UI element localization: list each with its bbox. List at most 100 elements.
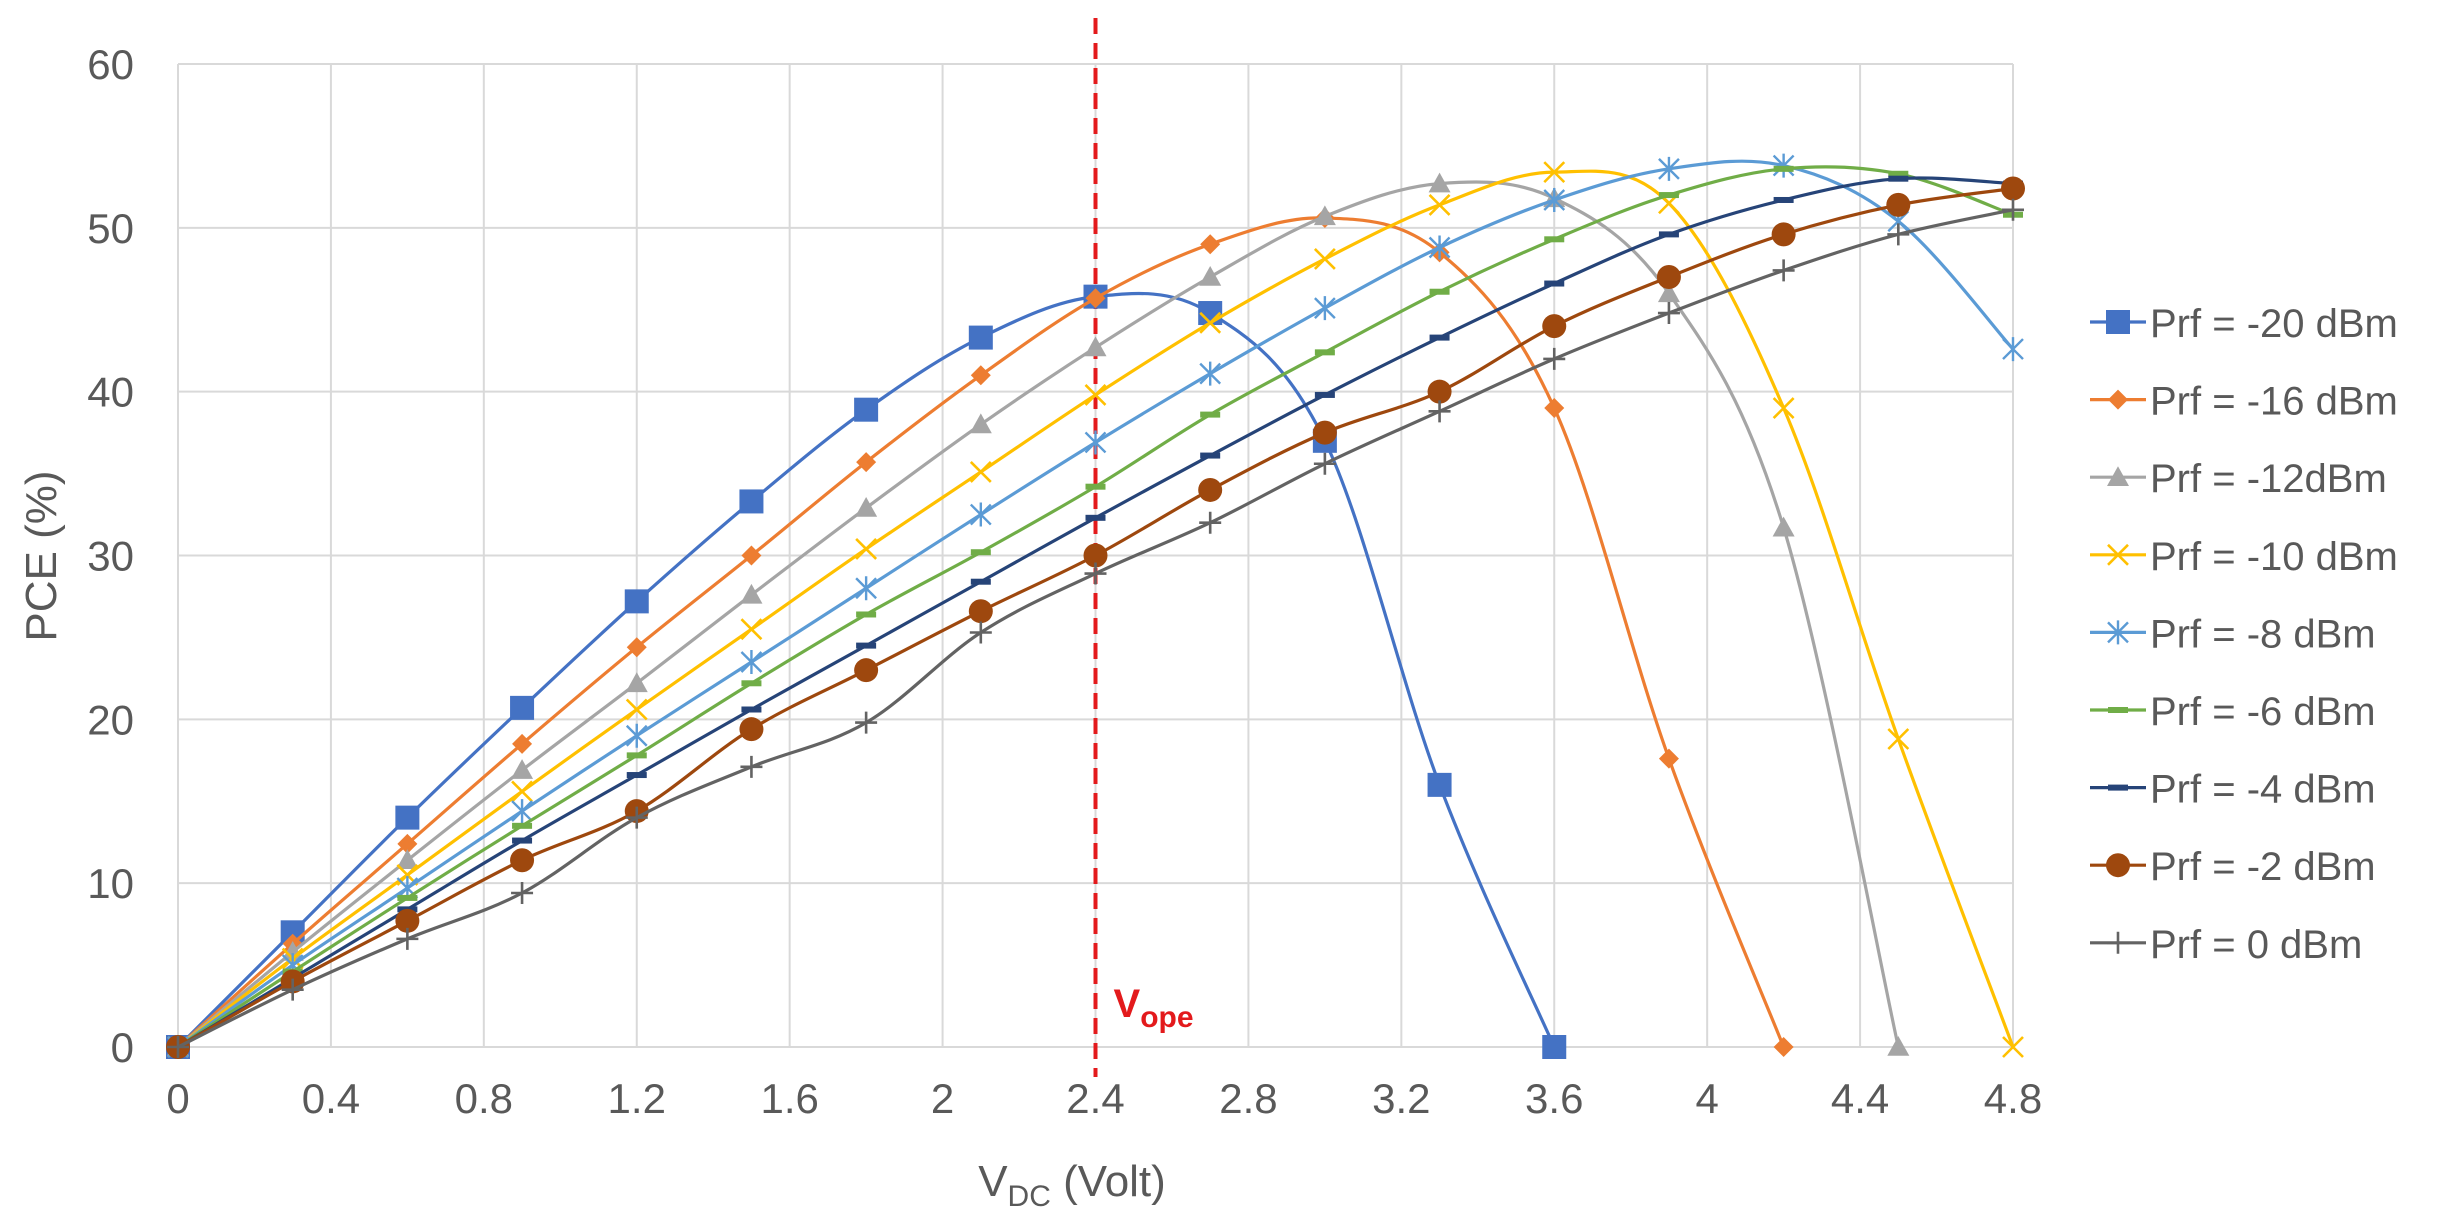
data-point bbox=[856, 642, 877, 649]
data-point bbox=[1200, 234, 1221, 255]
data-point bbox=[2108, 707, 2128, 713]
legend-label: Prf = -2 dBm bbox=[2150, 845, 2376, 889]
data-point bbox=[2107, 620, 2129, 645]
data-point bbox=[2002, 1036, 2024, 1058]
x-tick-label: 1.2 bbox=[608, 1075, 666, 1122]
data-point bbox=[1543, 347, 1566, 370]
x-tick-label: 0 bbox=[166, 1075, 189, 1122]
data-point bbox=[1314, 296, 1336, 321]
x-axis-title: VDC (Volt) bbox=[978, 1157, 1166, 1213]
series-line bbox=[177, 208, 2014, 1049]
data-point bbox=[855, 576, 877, 601]
data-point bbox=[626, 637, 647, 658]
x-tick-label: 2.4 bbox=[1066, 1075, 1124, 1122]
x-tick-label: 4.8 bbox=[1984, 1075, 2042, 1122]
data-point bbox=[1887, 1036, 1910, 1056]
data-point bbox=[512, 822, 533, 829]
data-point bbox=[1427, 772, 1452, 797]
x-tick-label: 2 bbox=[931, 1075, 954, 1122]
data-point bbox=[1772, 259, 1795, 282]
x-axis-title-sub: DC bbox=[1008, 1180, 1051, 1213]
data-point bbox=[854, 658, 879, 683]
data-point bbox=[2107, 543, 2129, 566]
data-point bbox=[2106, 310, 2130, 334]
data-point bbox=[624, 589, 649, 614]
data-point bbox=[2108, 784, 2128, 791]
data-point bbox=[167, 1036, 189, 1058]
data-point bbox=[1543, 187, 1566, 212]
data-point bbox=[739, 489, 764, 514]
data-point bbox=[625, 698, 648, 721]
data-point bbox=[626, 772, 647, 779]
legend-label: Prf = -10 dBm bbox=[2150, 535, 2398, 579]
data-point bbox=[1314, 391, 1335, 398]
data-point bbox=[1658, 192, 1679, 199]
data-point bbox=[855, 496, 878, 517]
x-tick-label: 4.4 bbox=[1831, 1075, 1889, 1122]
x-tick-label: 3.6 bbox=[1525, 1075, 1583, 1122]
legend-item: Prf = -16 dBm bbox=[2090, 380, 2398, 424]
x-tick-label: 1.6 bbox=[760, 1075, 818, 1122]
data-point bbox=[1658, 231, 1679, 238]
data-point bbox=[2107, 466, 2129, 486]
vope-label: Vope bbox=[1114, 982, 1194, 1034]
data-point bbox=[741, 545, 762, 566]
data-point bbox=[1312, 420, 1337, 445]
y-tick-label: 20 bbox=[87, 696, 134, 743]
y-tick-label: 40 bbox=[87, 369, 134, 416]
legend-item: Prf = -20 dBm bbox=[2090, 302, 2398, 346]
data-point bbox=[625, 806, 648, 829]
y-tick-label: 50 bbox=[87, 205, 134, 252]
y-tick-label: 60 bbox=[87, 41, 134, 88]
y-tick-label: 30 bbox=[87, 533, 134, 580]
data-point bbox=[1544, 236, 1565, 243]
series-line bbox=[177, 169, 2015, 1049]
data-point bbox=[1085, 288, 1106, 309]
data-point bbox=[1313, 205, 1336, 226]
legend-label: Prf = -20 dBm bbox=[2150, 302, 2398, 346]
data-point bbox=[970, 365, 991, 386]
data-point bbox=[1542, 1035, 1567, 1059]
data-point bbox=[2002, 198, 2024, 221]
data-point bbox=[512, 837, 533, 844]
data-point bbox=[741, 680, 762, 687]
data-point bbox=[1429, 288, 1450, 295]
data-point bbox=[1773, 1037, 1794, 1057]
data-point bbox=[1084, 430, 1107, 455]
data-point bbox=[1887, 728, 1910, 750]
data-point bbox=[2108, 389, 2128, 410]
data-point bbox=[740, 583, 763, 604]
data-point bbox=[1085, 483, 1106, 490]
data-point bbox=[511, 759, 534, 779]
legend-item: Prf = -4 dBm bbox=[2090, 768, 2376, 812]
data-point bbox=[969, 413, 992, 434]
data-point bbox=[739, 717, 764, 742]
data-point bbox=[397, 833, 418, 854]
data-point bbox=[512, 733, 533, 754]
data-point bbox=[1199, 265, 1222, 286]
data-point bbox=[969, 461, 992, 483]
data-point bbox=[625, 672, 648, 693]
data-point bbox=[740, 649, 763, 674]
legend-label: Prf = -6 dBm bbox=[2150, 690, 2376, 734]
data-point bbox=[1658, 156, 1680, 181]
data-point bbox=[1887, 223, 1910, 246]
data-point bbox=[970, 549, 991, 556]
x-tick-label: 0.4 bbox=[302, 1075, 360, 1122]
legend-label: Prf = -8 dBm bbox=[2150, 612, 2376, 656]
x-tick-label: 2.8 bbox=[1219, 1075, 1277, 1122]
axes: 0 10 20 30 40 50 60 0 0.4 0.8 1.2 1.6 2 2.4 2.8 3.2 3.6 4… bbox=[87, 41, 2042, 1122]
legend-item: Prf = -10 dBm bbox=[2090, 535, 2398, 579]
data-point bbox=[740, 618, 763, 641]
data-point bbox=[1200, 452, 1221, 459]
data-point bbox=[1199, 311, 1222, 334]
data-point bbox=[511, 780, 533, 803]
data-point bbox=[1427, 379, 1452, 404]
data-point bbox=[281, 978, 304, 1001]
data-point bbox=[1773, 165, 1794, 172]
data-point bbox=[1198, 477, 1223, 502]
vope-label-sub: ope bbox=[1140, 1001, 1193, 1034]
data-point bbox=[969, 621, 992, 644]
data-point bbox=[397, 894, 418, 901]
legend-label: Prf = -12dBm bbox=[2150, 457, 2387, 501]
